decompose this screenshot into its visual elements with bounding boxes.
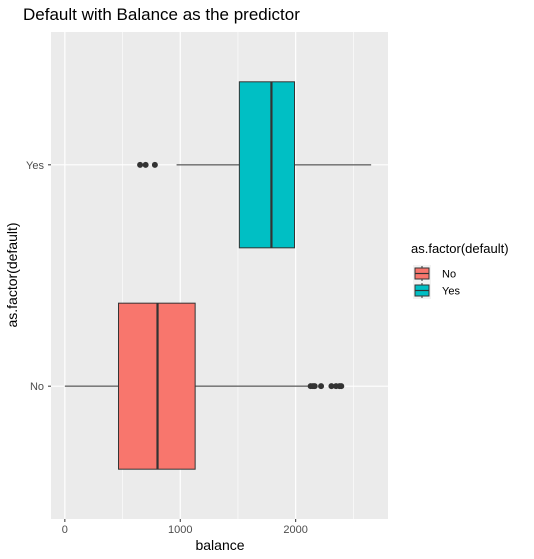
- y-axis-title: as.factor(default): [4, 222, 20, 327]
- boxplot-no: [64, 302, 345, 470]
- y-tick-label: Yes: [26, 160, 44, 172]
- box-iqr: [238, 81, 296, 249]
- legend-key-no: [413, 265, 431, 282]
- legend-title: as.factor(default): [411, 241, 509, 256]
- boxplots: [64, 81, 372, 470]
- x-axis: 0 1000 2000: [62, 519, 308, 536]
- outlier-point: [328, 383, 335, 390]
- outlier-point: [318, 383, 325, 390]
- chart-title: Default with Balance as the predictor: [23, 5, 300, 24]
- legend-label: Yes: [442, 286, 460, 298]
- legend-key-yes: [413, 282, 431, 299]
- outlier-point: [338, 383, 345, 390]
- x-tick-label: 2000: [283, 524, 307, 536]
- y-axis: No Yes: [26, 160, 51, 393]
- outlier-point: [311, 383, 318, 390]
- plot-panel: [51, 32, 388, 519]
- outlier-point: [151, 161, 158, 168]
- boxplot-yes: [137, 81, 372, 249]
- x-axis-title: balance: [195, 537, 244, 553]
- x-tick-label: 1000: [168, 524, 192, 536]
- x-tick-label: 0: [62, 524, 68, 536]
- legend: as.factor(default) No Yes: [411, 241, 509, 299]
- y-tick-label: No: [30, 381, 44, 393]
- outlier-point: [142, 161, 149, 168]
- outlier-point: [137, 161, 144, 168]
- legend-label: No: [442, 269, 456, 281]
